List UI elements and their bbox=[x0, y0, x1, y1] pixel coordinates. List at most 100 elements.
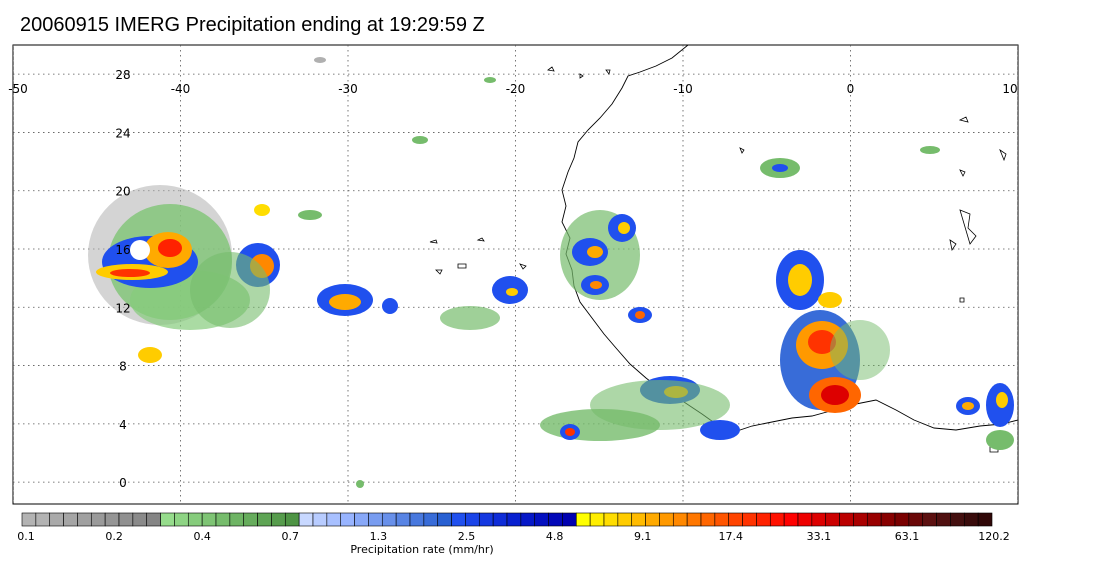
colorbar-swatch bbox=[756, 512, 771, 527]
longitude-tick-labels: -50 -40 -30 -20 -10 0 10 bbox=[8, 82, 1017, 96]
colorbar-swatch bbox=[811, 512, 827, 527]
colorbar-swatch bbox=[77, 512, 92, 527]
colorbar-swatch bbox=[326, 512, 342, 527]
colorbar-swatch bbox=[229, 512, 245, 527]
colorbar-swatch bbox=[562, 512, 577, 527]
colorbar-swatch bbox=[894, 512, 910, 527]
colorbar-swatch bbox=[714, 512, 730, 527]
lon-tick-label: -50 bbox=[8, 82, 28, 96]
colorbar-swatch bbox=[922, 512, 937, 527]
map-title: 20060915 IMERG Precipitation ending at 1… bbox=[20, 14, 485, 36]
colorbar-swatch bbox=[104, 512, 120, 527]
colorbar-swatch bbox=[631, 512, 646, 527]
colorbar-swatch bbox=[21, 512, 37, 527]
colorbar-swatch bbox=[700, 512, 716, 527]
lon-tick-label: -30 bbox=[338, 82, 358, 96]
colorbar-swatch bbox=[257, 512, 272, 527]
colorbar-swatch bbox=[35, 512, 51, 527]
colorbar-swatch bbox=[451, 512, 466, 527]
colorbar-tick-label: 120.2 bbox=[978, 530, 1010, 543]
colorbar-swatch bbox=[437, 512, 452, 527]
colorbar-swatch bbox=[839, 512, 854, 527]
lat-lon-grid bbox=[13, 45, 1018, 504]
colorbar-swatch bbox=[90, 512, 106, 527]
colorbar-tick-label: 0.1 bbox=[17, 530, 35, 543]
colorbar-swatch bbox=[686, 512, 702, 527]
lat-tick-label: 28 bbox=[115, 68, 130, 82]
colorbar bbox=[21, 512, 993, 527]
colorbar-swatch bbox=[866, 512, 882, 527]
colorbar-swatch bbox=[950, 512, 965, 527]
colorbar-swatch bbox=[548, 512, 563, 527]
colorbar-tick-label: 63.1 bbox=[895, 530, 920, 543]
colorbar-swatch bbox=[49, 512, 64, 527]
colorbar-swatch bbox=[908, 512, 924, 527]
colorbar-swatch bbox=[783, 512, 799, 527]
colorbar-swatch bbox=[187, 512, 203, 527]
lat-tick-label: 0 bbox=[119, 476, 127, 490]
lat-tick-label: 4 bbox=[119, 418, 127, 432]
colorbar-swatch bbox=[603, 512, 619, 527]
colorbar-swatch bbox=[659, 512, 674, 527]
colorbar-swatch bbox=[936, 512, 951, 527]
colorbar-swatch bbox=[492, 512, 508, 527]
latitude-tick-labels: 28 24 20 16 12 8 4 0 bbox=[115, 68, 130, 490]
colorbar-swatch bbox=[769, 512, 785, 527]
colorbar-tick-label: 17.4 bbox=[719, 530, 744, 543]
colorbar-swatch bbox=[63, 512, 78, 527]
colorbar-swatch bbox=[368, 512, 383, 527]
colorbar-swatch bbox=[215, 512, 231, 527]
colorbar-swatch bbox=[797, 512, 813, 527]
colorbar-swatch bbox=[395, 512, 411, 527]
colorbar-tick-label: 9.1 bbox=[634, 530, 652, 543]
colorbar-swatch bbox=[284, 512, 300, 527]
lon-tick-label: -10 bbox=[673, 82, 693, 96]
colorbar-swatch bbox=[589, 512, 605, 527]
colorbar-swatch bbox=[825, 512, 840, 527]
lat-tick-label: 20 bbox=[115, 185, 130, 199]
colorbar-tick-label: 4.8 bbox=[546, 530, 564, 543]
colorbar-swatch bbox=[160, 512, 175, 527]
colorbar-swatch bbox=[340, 512, 355, 527]
colorbar-swatch bbox=[645, 512, 660, 527]
lon-tick-label: -40 bbox=[171, 82, 191, 96]
lon-tick-label: 10 bbox=[1002, 82, 1017, 96]
colorbar-tick-label: 33.1 bbox=[807, 530, 832, 543]
lat-tick-label: 12 bbox=[115, 301, 130, 315]
colorbar-swatch bbox=[728, 512, 743, 527]
colorbar-tick-label: 2.5 bbox=[458, 530, 476, 543]
colorbar-swatch bbox=[520, 512, 536, 527]
lat-tick-label: 24 bbox=[115, 126, 130, 140]
colorbar-swatch bbox=[354, 512, 369, 527]
colorbar-swatch bbox=[742, 512, 757, 527]
colorbar-swatch bbox=[174, 512, 189, 527]
colorbar-swatch bbox=[534, 512, 549, 527]
colorbar-tick-label: 0.7 bbox=[282, 530, 300, 543]
colorbar-tick-label: 0.4 bbox=[193, 530, 211, 543]
colorbar-swatch bbox=[575, 512, 591, 527]
colorbar-swatch bbox=[409, 512, 425, 527]
colorbar-swatch bbox=[146, 512, 161, 527]
colorbar-swatch bbox=[506, 512, 522, 527]
colorbar-swatch bbox=[312, 512, 328, 527]
colorbar-swatch bbox=[271, 512, 286, 527]
colorbar-swatch bbox=[478, 512, 494, 527]
colorbar-tick-label: 0.2 bbox=[105, 530, 123, 543]
colorbar-swatch bbox=[853, 512, 868, 527]
colorbar-swatch bbox=[118, 512, 134, 527]
colorbar-label: Precipitation rate (mm/hr) bbox=[350, 543, 493, 556]
lon-tick-label: -20 bbox=[506, 82, 526, 96]
africa-coastline bbox=[561, 45, 1018, 433]
colorbar-swatch bbox=[465, 512, 480, 527]
lat-tick-label: 16 bbox=[115, 243, 130, 257]
lon-tick-label: 0 bbox=[847, 82, 855, 96]
colorbar-tick-label: 1.3 bbox=[370, 530, 388, 543]
colorbar-swatch bbox=[201, 512, 217, 527]
lat-tick-label: 8 bbox=[119, 360, 127, 374]
colorbar-swatch bbox=[672, 512, 688, 527]
colorbar-swatch bbox=[977, 512, 993, 527]
precipitation-field bbox=[88, 57, 1014, 488]
colorbar-swatch bbox=[381, 512, 397, 527]
colorbar-swatch bbox=[617, 512, 633, 527]
